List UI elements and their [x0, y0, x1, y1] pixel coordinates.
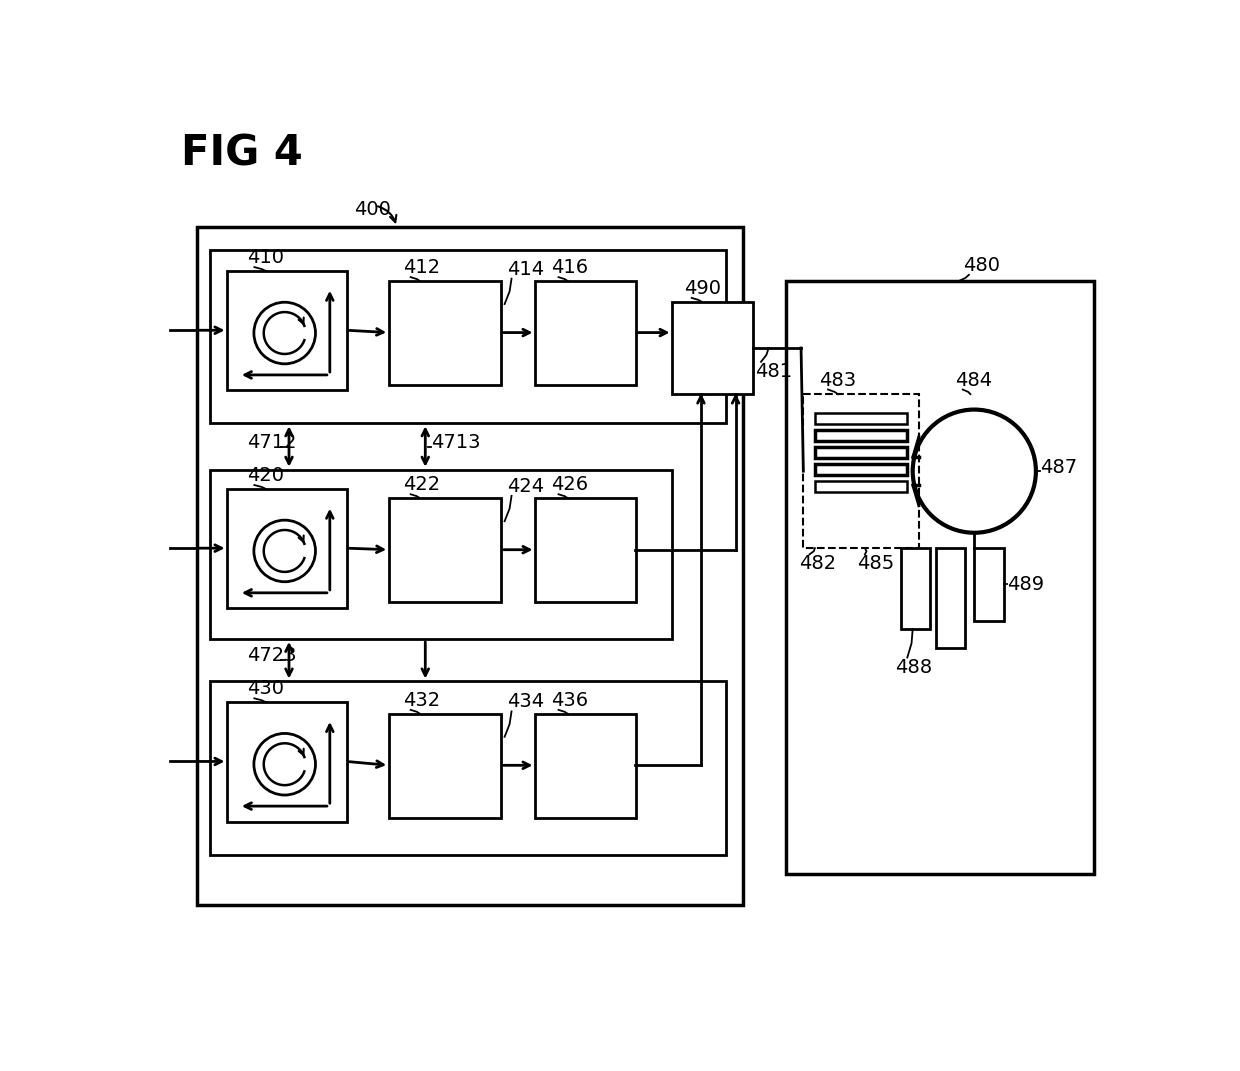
Text: 424: 424 [507, 477, 544, 496]
Bar [197, 227, 743, 905]
Bar [389, 281, 501, 384]
Text: 426: 426 [551, 476, 588, 495]
Bar [975, 548, 1003, 621]
Bar [389, 498, 501, 602]
Bar [815, 431, 908, 441]
Text: 420: 420 [247, 466, 284, 485]
Text: 480: 480 [962, 256, 999, 275]
Text: 410: 410 [247, 248, 284, 267]
Text: 4712: 4712 [247, 433, 296, 452]
Text: 414: 414 [507, 259, 544, 278]
Bar [672, 302, 754, 394]
Bar [815, 464, 908, 476]
Text: 481: 481 [755, 362, 792, 381]
Text: 484: 484 [955, 371, 992, 390]
Bar [227, 271, 347, 390]
Text: 483: 483 [818, 371, 856, 390]
Bar [815, 464, 908, 476]
Bar [815, 413, 908, 424]
Bar [536, 498, 635, 602]
Text: FIG 4: FIG 4 [181, 133, 303, 175]
Bar [815, 448, 908, 458]
Bar [804, 394, 919, 548]
Bar [901, 548, 930, 629]
Bar [815, 448, 908, 458]
Text: 489: 489 [1007, 575, 1044, 593]
Text: 412: 412 [403, 258, 440, 277]
Text: 485: 485 [857, 555, 894, 573]
Text: 4723: 4723 [247, 647, 296, 665]
Bar [936, 548, 965, 648]
Bar [227, 488, 347, 608]
Text: 4713: 4713 [432, 433, 481, 452]
Text: 430: 430 [247, 679, 284, 698]
Text: 416: 416 [551, 258, 588, 277]
Bar [389, 713, 501, 817]
Bar [536, 713, 635, 817]
Bar [815, 481, 908, 492]
Text: 434: 434 [507, 693, 544, 711]
Text: 487: 487 [1040, 457, 1076, 477]
Text: 490: 490 [684, 278, 720, 298]
Bar [211, 681, 727, 855]
Text: 488: 488 [895, 658, 932, 677]
Text: 400: 400 [355, 200, 392, 220]
Text: 436: 436 [551, 691, 588, 710]
Text: 432: 432 [403, 691, 440, 710]
Bar [227, 703, 347, 821]
Bar [786, 281, 1094, 874]
Text: 422: 422 [403, 476, 440, 495]
Bar [815, 431, 908, 441]
Text: 482: 482 [800, 555, 837, 573]
Bar [211, 251, 727, 423]
Bar [211, 469, 672, 639]
Bar [536, 281, 635, 384]
